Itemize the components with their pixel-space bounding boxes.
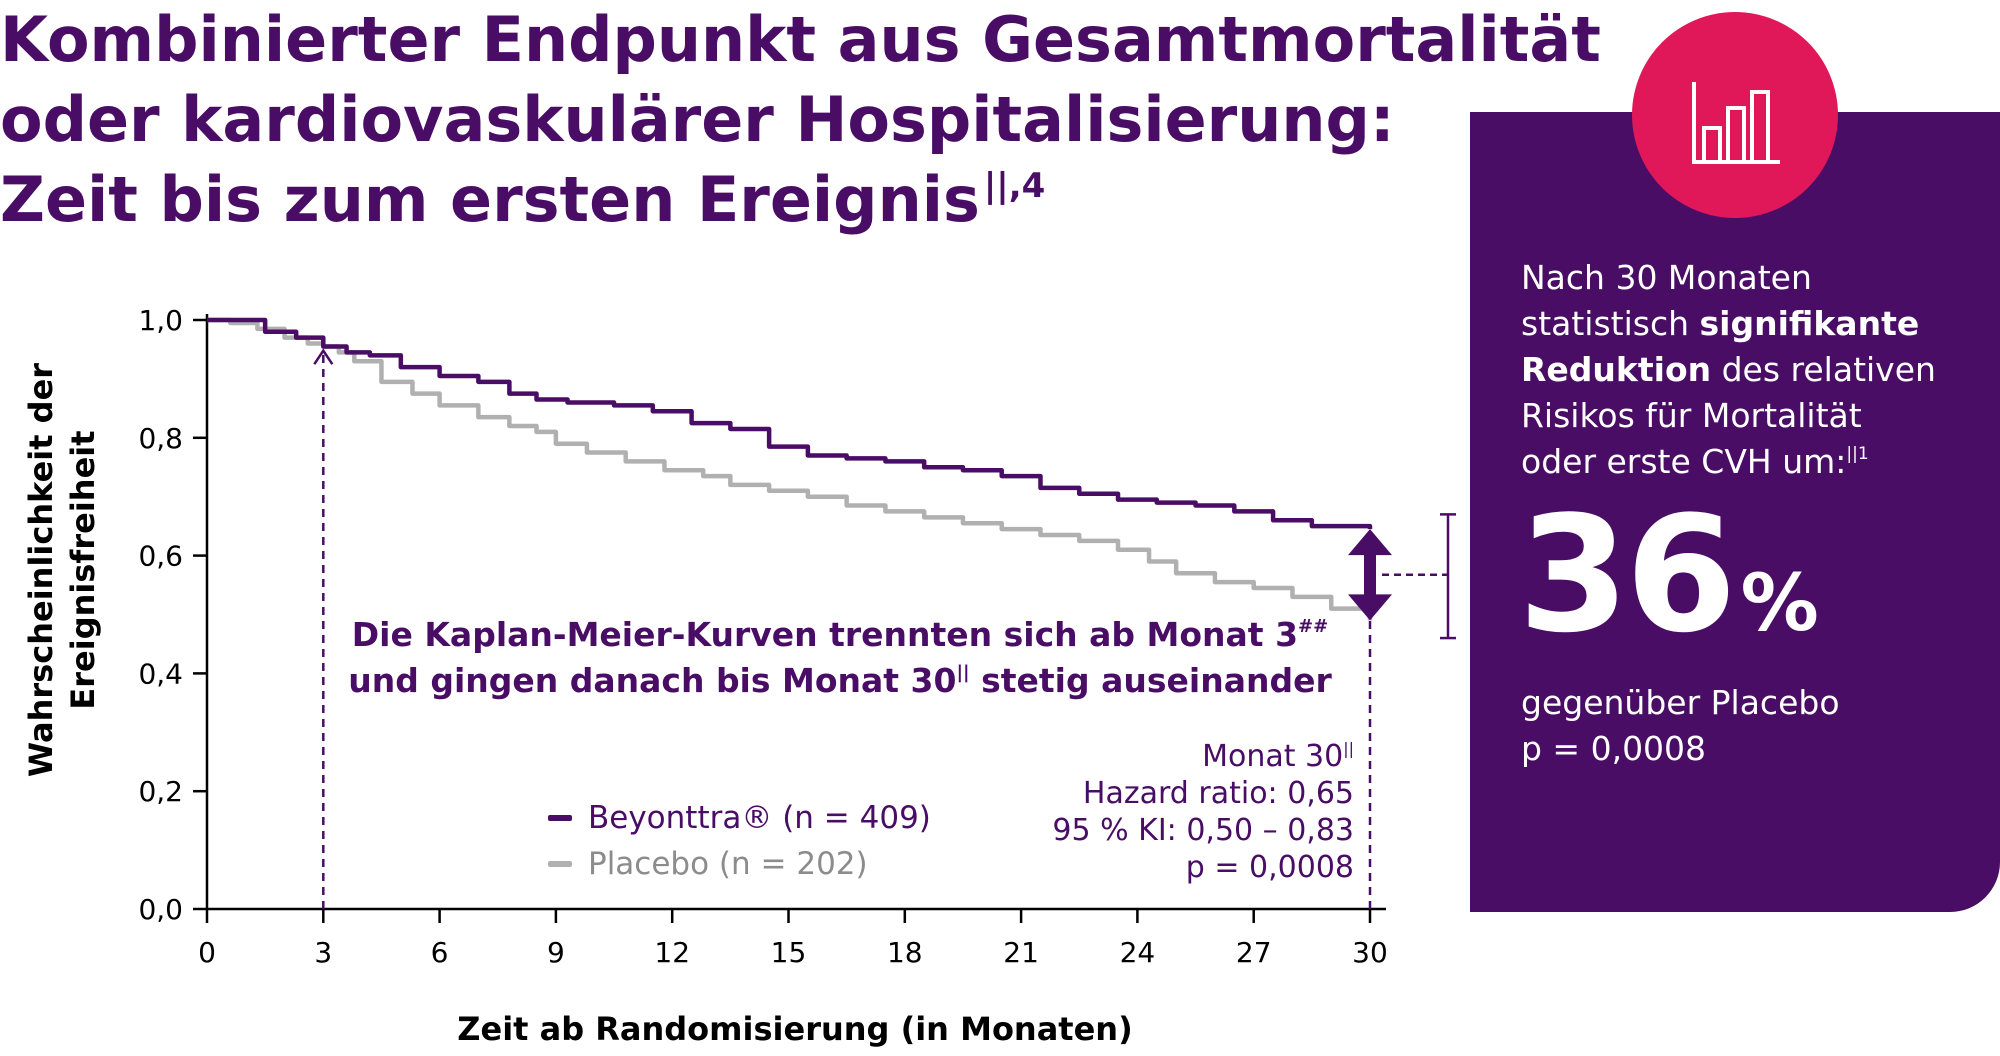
panel-line-3-bold: Reduktion [1521, 350, 1712, 389]
y-tick-label: 0,4 [138, 657, 183, 690]
y-tick-label: 0,2 [138, 775, 183, 808]
panel-line-1: Nach 30 Monaten [1521, 258, 1812, 297]
panel-foot-line-2: p = 0,0008 [1521, 729, 1707, 768]
y-tick-label: 0,8 [138, 422, 183, 455]
x-tick-label: 30 [1352, 936, 1388, 969]
annotation-line-1-marker: ## [1298, 616, 1329, 637]
x-tick-label: 24 [1120, 936, 1156, 969]
series-line-placebo [207, 317, 1373, 621]
title-line-1: Kombinierter Endpunkt aus Gesamtmortalit… [0, 3, 1601, 76]
panel-line-2: statistisch signifikante [1521, 301, 1981, 347]
hazard-ratio-stats: Monat 30|| Hazard ratio: 0,65 95 % KI: 0… [980, 738, 1354, 886]
legend-label-beyonttra: Beyonttra® (n = 409) [588, 800, 931, 836]
legend-swatch-beyonttra [548, 815, 572, 821]
panel-line-3: Reduktion des relativen [1521, 347, 1981, 393]
legend-swatch-placebo [548, 861, 572, 867]
bar-chart-icon [1692, 82, 1780, 164]
annotation-line-2-suffix: stetig auseinander [969, 661, 1332, 700]
stats-line-1-marker: || [1343, 739, 1354, 758]
risk-reduction-value: 36% [1518, 490, 1819, 660]
x-tick-label: 21 [1003, 936, 1039, 969]
panel-foot-line-1: gegenüber Placebo [1521, 683, 1840, 722]
panel-footer: gegenüber Placebo p = 0,0008 [1521, 680, 1981, 772]
title-footnote-marker: ||,4 [983, 166, 1046, 206]
series-line-beyonttra [207, 317, 1373, 530]
legend-item-placebo: Placebo (n = 202) [548, 841, 931, 887]
x-tick-label: 18 [887, 936, 923, 969]
stats-line-3: 95 % KI: 0,50 – 0,83 [1052, 813, 1354, 848]
panel-footnote-marker: ||1 [1846, 444, 1869, 464]
x-tick-label: 15 [771, 936, 807, 969]
legend-item-beyonttra: Beyonttra® (n = 409) [548, 795, 931, 841]
title-line-2: oder kardiovaskulärer Hospitalisierung: [0, 83, 1395, 156]
annotation-line-1-text: Die Kaplan-Meier-Kurven trennten sich ab… [351, 615, 1299, 654]
y-tick-label: 0,6 [138, 540, 183, 573]
title-line-3-text: Zeit bis zum ersten Ereignis [0, 163, 980, 236]
x-axis-label: Zeit ab Randomisierung (in Monaten) [457, 1010, 1133, 1048]
risk-reduction-unit: % [1740, 559, 1819, 649]
difference-arrow-head-bottom [1348, 594, 1392, 621]
result-badge [1632, 12, 1838, 218]
result-panel [1470, 112, 2000, 912]
panel-line-3-suffix: des relativen [1711, 350, 1936, 389]
title-line-3: Zeit bis zum ersten Ereignis ||,4 [0, 160, 1620, 240]
annotation-line-1: Die Kaplan-Meier-Kurven trennten sich ab… [300, 612, 1380, 658]
annotation-line-2-prefix: und gingen danach bis Monat 30 [348, 661, 957, 700]
panel-line-2-prefix: statistisch [1521, 304, 1700, 343]
difference-arrow-head-top [1348, 529, 1392, 556]
stats-line-1: Monat 30|| [980, 738, 1354, 775]
x-tick-label: 12 [654, 936, 690, 969]
panel-description: Nach 30 Monaten statistisch signifikante… [1521, 255, 1981, 485]
panel-line-4: Risikos für Mortalität [1521, 396, 1862, 435]
legend-label-placebo: Placebo (n = 202) [588, 846, 868, 882]
chart-legend: Beyonttra® (n = 409) Placebo (n = 202) [548, 795, 931, 887]
page-title: Kombinierter Endpunkt aus Gesamtmortalit… [0, 0, 1620, 240]
difference-arrow-shaft [1364, 553, 1376, 597]
annotation-line-2: und gingen danach bis Monat 30|| stetig … [300, 658, 1380, 704]
y-axis-label: Wahrscheinlichkeit der Ereignisfreiheit [22, 362, 102, 778]
panel-line-5-text: oder erste CVH um: [1521, 442, 1847, 481]
x-tick-label: 0 [198, 936, 216, 969]
y-tick-label: 1,0 [138, 304, 183, 337]
kaplan-meier-chart: 0,0 0,2 0,4 0,6 0,8 1,0 0 3 6 9 12 15 18 21 24 27 30 [138, 304, 1456, 969]
annotation-line-2-marker: || [956, 662, 970, 683]
panel-line-2-bold: signifikante [1699, 304, 1920, 343]
curve-separation-annotation: Die Kaplan-Meier-Kurven trennten sich ab… [300, 612, 1380, 704]
x-tick-label: 27 [1236, 936, 1272, 969]
x-tick-label: 9 [547, 936, 565, 969]
stats-line-2: Hazard ratio: 0,65 [1082, 776, 1354, 811]
stats-line-1-text: Monat 30 [1202, 739, 1344, 774]
stats-line-4: p = 0,0008 [1185, 850, 1354, 885]
panel-line-5: oder erste CVH um:||1 [1521, 439, 1981, 485]
x-tick-label: 6 [431, 936, 449, 969]
month-3-marker-arrow [313, 348, 334, 365]
x-tick-label: 3 [314, 936, 332, 969]
risk-reduction-number: 36 [1518, 481, 1737, 668]
y-tick-label: 0,0 [138, 893, 183, 926]
